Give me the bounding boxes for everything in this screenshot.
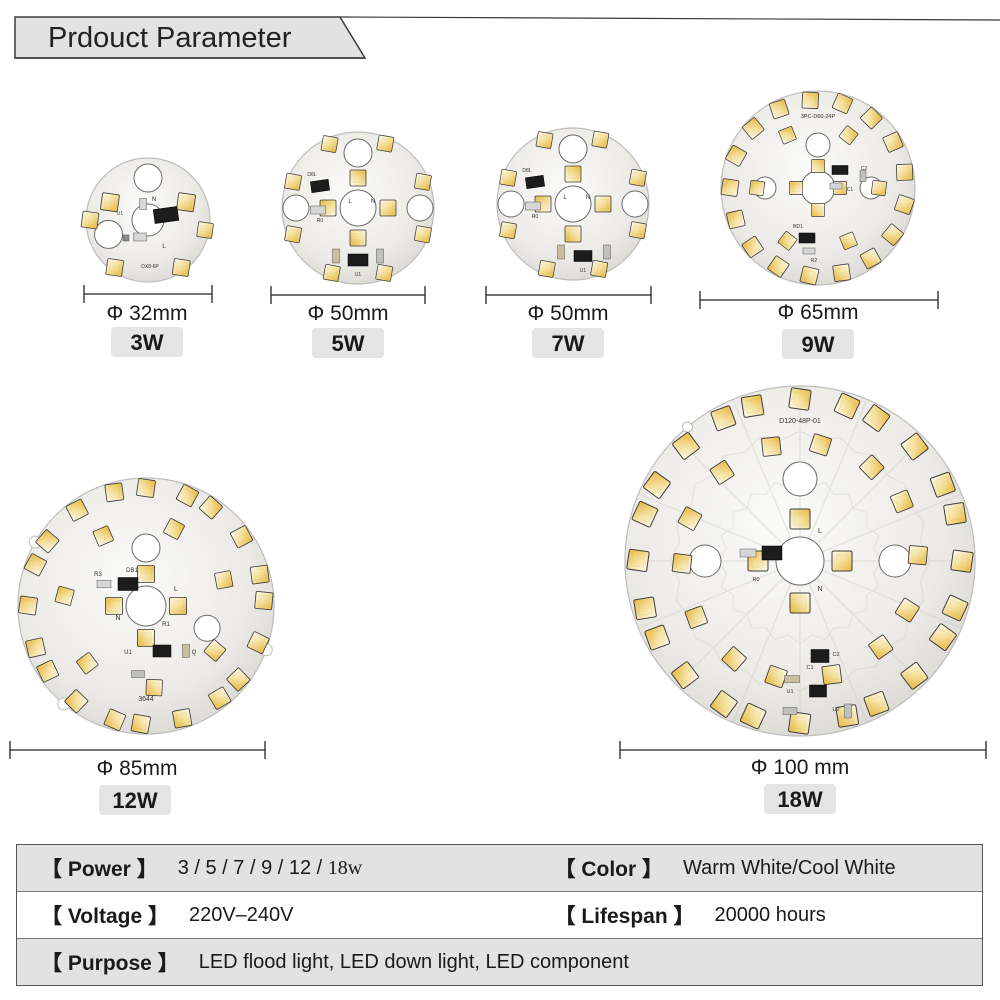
svg-text:C2: C2 — [861, 166, 868, 172]
svg-text:R3: R3 — [94, 572, 102, 578]
svg-text:3644: 3644 — [138, 696, 154, 703]
svg-text:R0: R0 — [752, 577, 759, 583]
svg-text:N: N — [817, 586, 822, 593]
svg-text:U2: U2 — [832, 707, 839, 713]
svg-text:Φ 85mm: Φ 85mm — [97, 757, 178, 780]
svg-text:U1: U1 — [786, 689, 793, 695]
svg-text:DB1: DB1 — [126, 568, 138, 574]
svg-text:BD1: BD1 — [793, 224, 803, 230]
svg-text:Q: Q — [192, 650, 197, 656]
svg-text:18W: 18W — [777, 787, 822, 812]
svg-text:D120-48P-01: D120-48P-01 — [779, 418, 821, 425]
svg-text:Φ 32mm: Φ 32mm — [107, 302, 188, 325]
svg-text:L: L — [818, 528, 822, 535]
svg-text:U1: U1 — [580, 268, 587, 274]
svg-text:Φ 100 mm: Φ 100 mm — [751, 756, 849, 779]
svg-text:N: N — [115, 615, 120, 622]
svg-text:DX8-6P: DX8-6P — [141, 264, 159, 270]
svg-text:C2: C2 — [832, 652, 839, 658]
svg-text:R1: R1 — [162, 622, 170, 628]
svg-text:L: L — [174, 586, 178, 593]
svg-text:3W: 3W — [131, 330, 164, 355]
svg-text:D8L: D8L — [522, 168, 531, 174]
svg-text:Φ 50mm: Φ 50mm — [308, 302, 389, 325]
svg-text:R0: R0 — [532, 214, 539, 220]
svg-text:Φ 50mm: Φ 50mm — [528, 302, 609, 325]
svg-text:9W: 9W — [802, 332, 835, 357]
svg-text:R2: R2 — [811, 258, 818, 264]
svg-text:7W: 7W — [552, 331, 585, 356]
svg-text:R0: R0 — [317, 218, 324, 224]
svg-text:N: N — [371, 199, 375, 205]
svg-text:12W: 12W — [112, 788, 157, 813]
svg-text:U1: U1 — [117, 211, 124, 217]
svg-text:D8L: D8L — [307, 172, 316, 178]
svg-text:U1: U1 — [124, 650, 132, 656]
svg-text:C1: C1 — [806, 665, 813, 671]
svg-text:C1: C1 — [847, 187, 854, 193]
svg-text:Φ 65mm: Φ 65mm — [778, 301, 859, 324]
svg-text:3PC-D60-24P: 3PC-D60-24P — [801, 114, 836, 120]
svg-text:N: N — [586, 195, 590, 201]
svg-text:U1: U1 — [355, 272, 362, 278]
svg-text:N: N — [152, 197, 156, 203]
svg-text:5W: 5W — [332, 331, 365, 356]
